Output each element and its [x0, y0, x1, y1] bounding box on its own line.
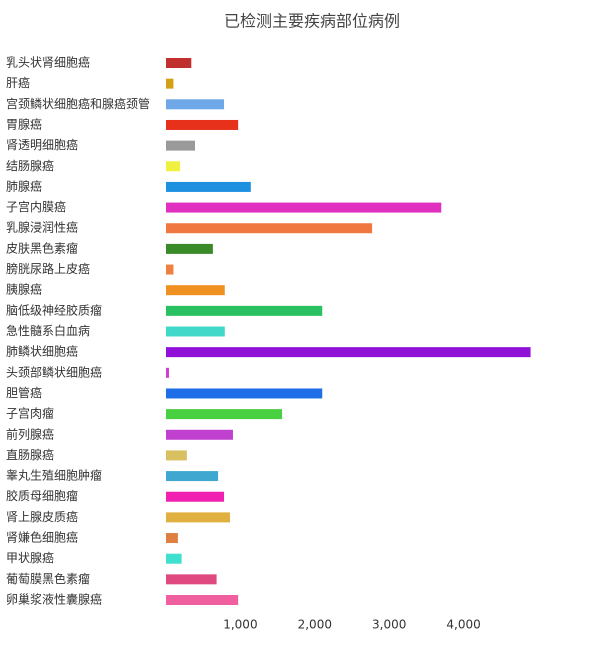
bar: [166, 99, 225, 110]
y-tick-label: 卵巢浆液性囊腺癌: [6, 592, 102, 607]
y-tick-label: 肾嫌色细胞癌: [6, 530, 78, 545]
y-tick-label: 胃腺癌: [6, 116, 42, 131]
bar: [166, 595, 239, 605]
bar: [166, 223, 373, 234]
bar: [166, 264, 174, 275]
y-tick-label: 皮肤黑色素瘤: [6, 240, 78, 255]
bar: [166, 78, 174, 89]
y-tick-label: 脑低级神经胶质瘤: [6, 302, 102, 317]
bar: [166, 140, 196, 151]
y-tick-label: 头颈部鳞状细胞癌: [6, 364, 102, 379]
bar: [166, 326, 225, 337]
y-tick-label: 肺腺癌: [6, 178, 42, 193]
bar: [166, 305, 323, 316]
bar: [166, 181, 251, 192]
y-tick-label: 宫颈鳞状细胞癌和腺癌颈管: [6, 96, 150, 111]
y-tick-label: 子宫肉瘤: [6, 406, 54, 421]
bar: [166, 450, 187, 461]
chart-title: 已检测主要疾病部位病例: [224, 12, 400, 31]
y-tick-label: 胶质母细胞瘤: [6, 488, 78, 503]
bar: [166, 367, 169, 378]
y-tick-label: 肺鳞状细胞癌: [6, 344, 78, 359]
y-tick-label: 肾上腺皮质癌: [6, 509, 78, 524]
y-tick-label: 前列腺癌: [6, 426, 54, 441]
x-tick-label: 4,000: [446, 618, 480, 632]
y-tick-label: 睾丸生殖细胞肿瘤: [6, 468, 102, 483]
bar: [166, 161, 181, 172]
bar: [166, 58, 192, 68]
bar: [166, 429, 233, 440]
bar: [166, 243, 213, 254]
y-tick-label: 乳腺浸润性癌: [6, 220, 78, 235]
y-tick-label: 乳头状肾细胞癌: [6, 55, 90, 70]
x-tick-label: 1,000: [223, 618, 257, 632]
y-tick-label: 甲状腺癌: [6, 550, 54, 565]
bar: [166, 471, 219, 482]
bar: [166, 574, 217, 585]
bar: [166, 409, 283, 420]
bar: [166, 285, 225, 296]
y-tick-label: 直肠腺癌: [6, 447, 54, 462]
y-tick-label: 急性髓系白血病: [6, 323, 90, 338]
y-tick-label: 肾透明细胞癌: [6, 137, 78, 152]
y-tick-label: 胰腺癌: [6, 282, 42, 297]
bar: [166, 491, 225, 502]
bar: [166, 119, 239, 130]
y-tick-label: 结肠腺癌: [6, 158, 54, 173]
bar: [166, 533, 178, 544]
bar: [166, 512, 230, 523]
y-tick-label: 肝癌: [6, 75, 30, 90]
bar: [166, 388, 323, 399]
y-tick-label: 膀胱尿路上皮癌: [6, 261, 90, 276]
bar: [166, 553, 182, 564]
x-tick-label: 3,000: [372, 618, 406, 632]
y-tick-label: 子宫内膜癌: [6, 199, 66, 214]
y-tick-label: 胆管癌: [6, 385, 42, 400]
bar: [166, 347, 531, 358]
y-tick-label: 葡萄膜黑色素瘤: [6, 571, 90, 586]
bar: [166, 202, 442, 213]
x-tick-label: 2,000: [298, 618, 332, 632]
